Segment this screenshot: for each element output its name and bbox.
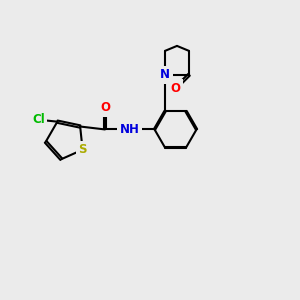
Text: O: O	[100, 101, 110, 114]
Text: N: N	[160, 68, 170, 81]
Text: S: S	[78, 143, 87, 156]
Text: O: O	[170, 82, 181, 95]
Text: NH: NH	[120, 123, 140, 136]
Text: Cl: Cl	[32, 113, 45, 126]
